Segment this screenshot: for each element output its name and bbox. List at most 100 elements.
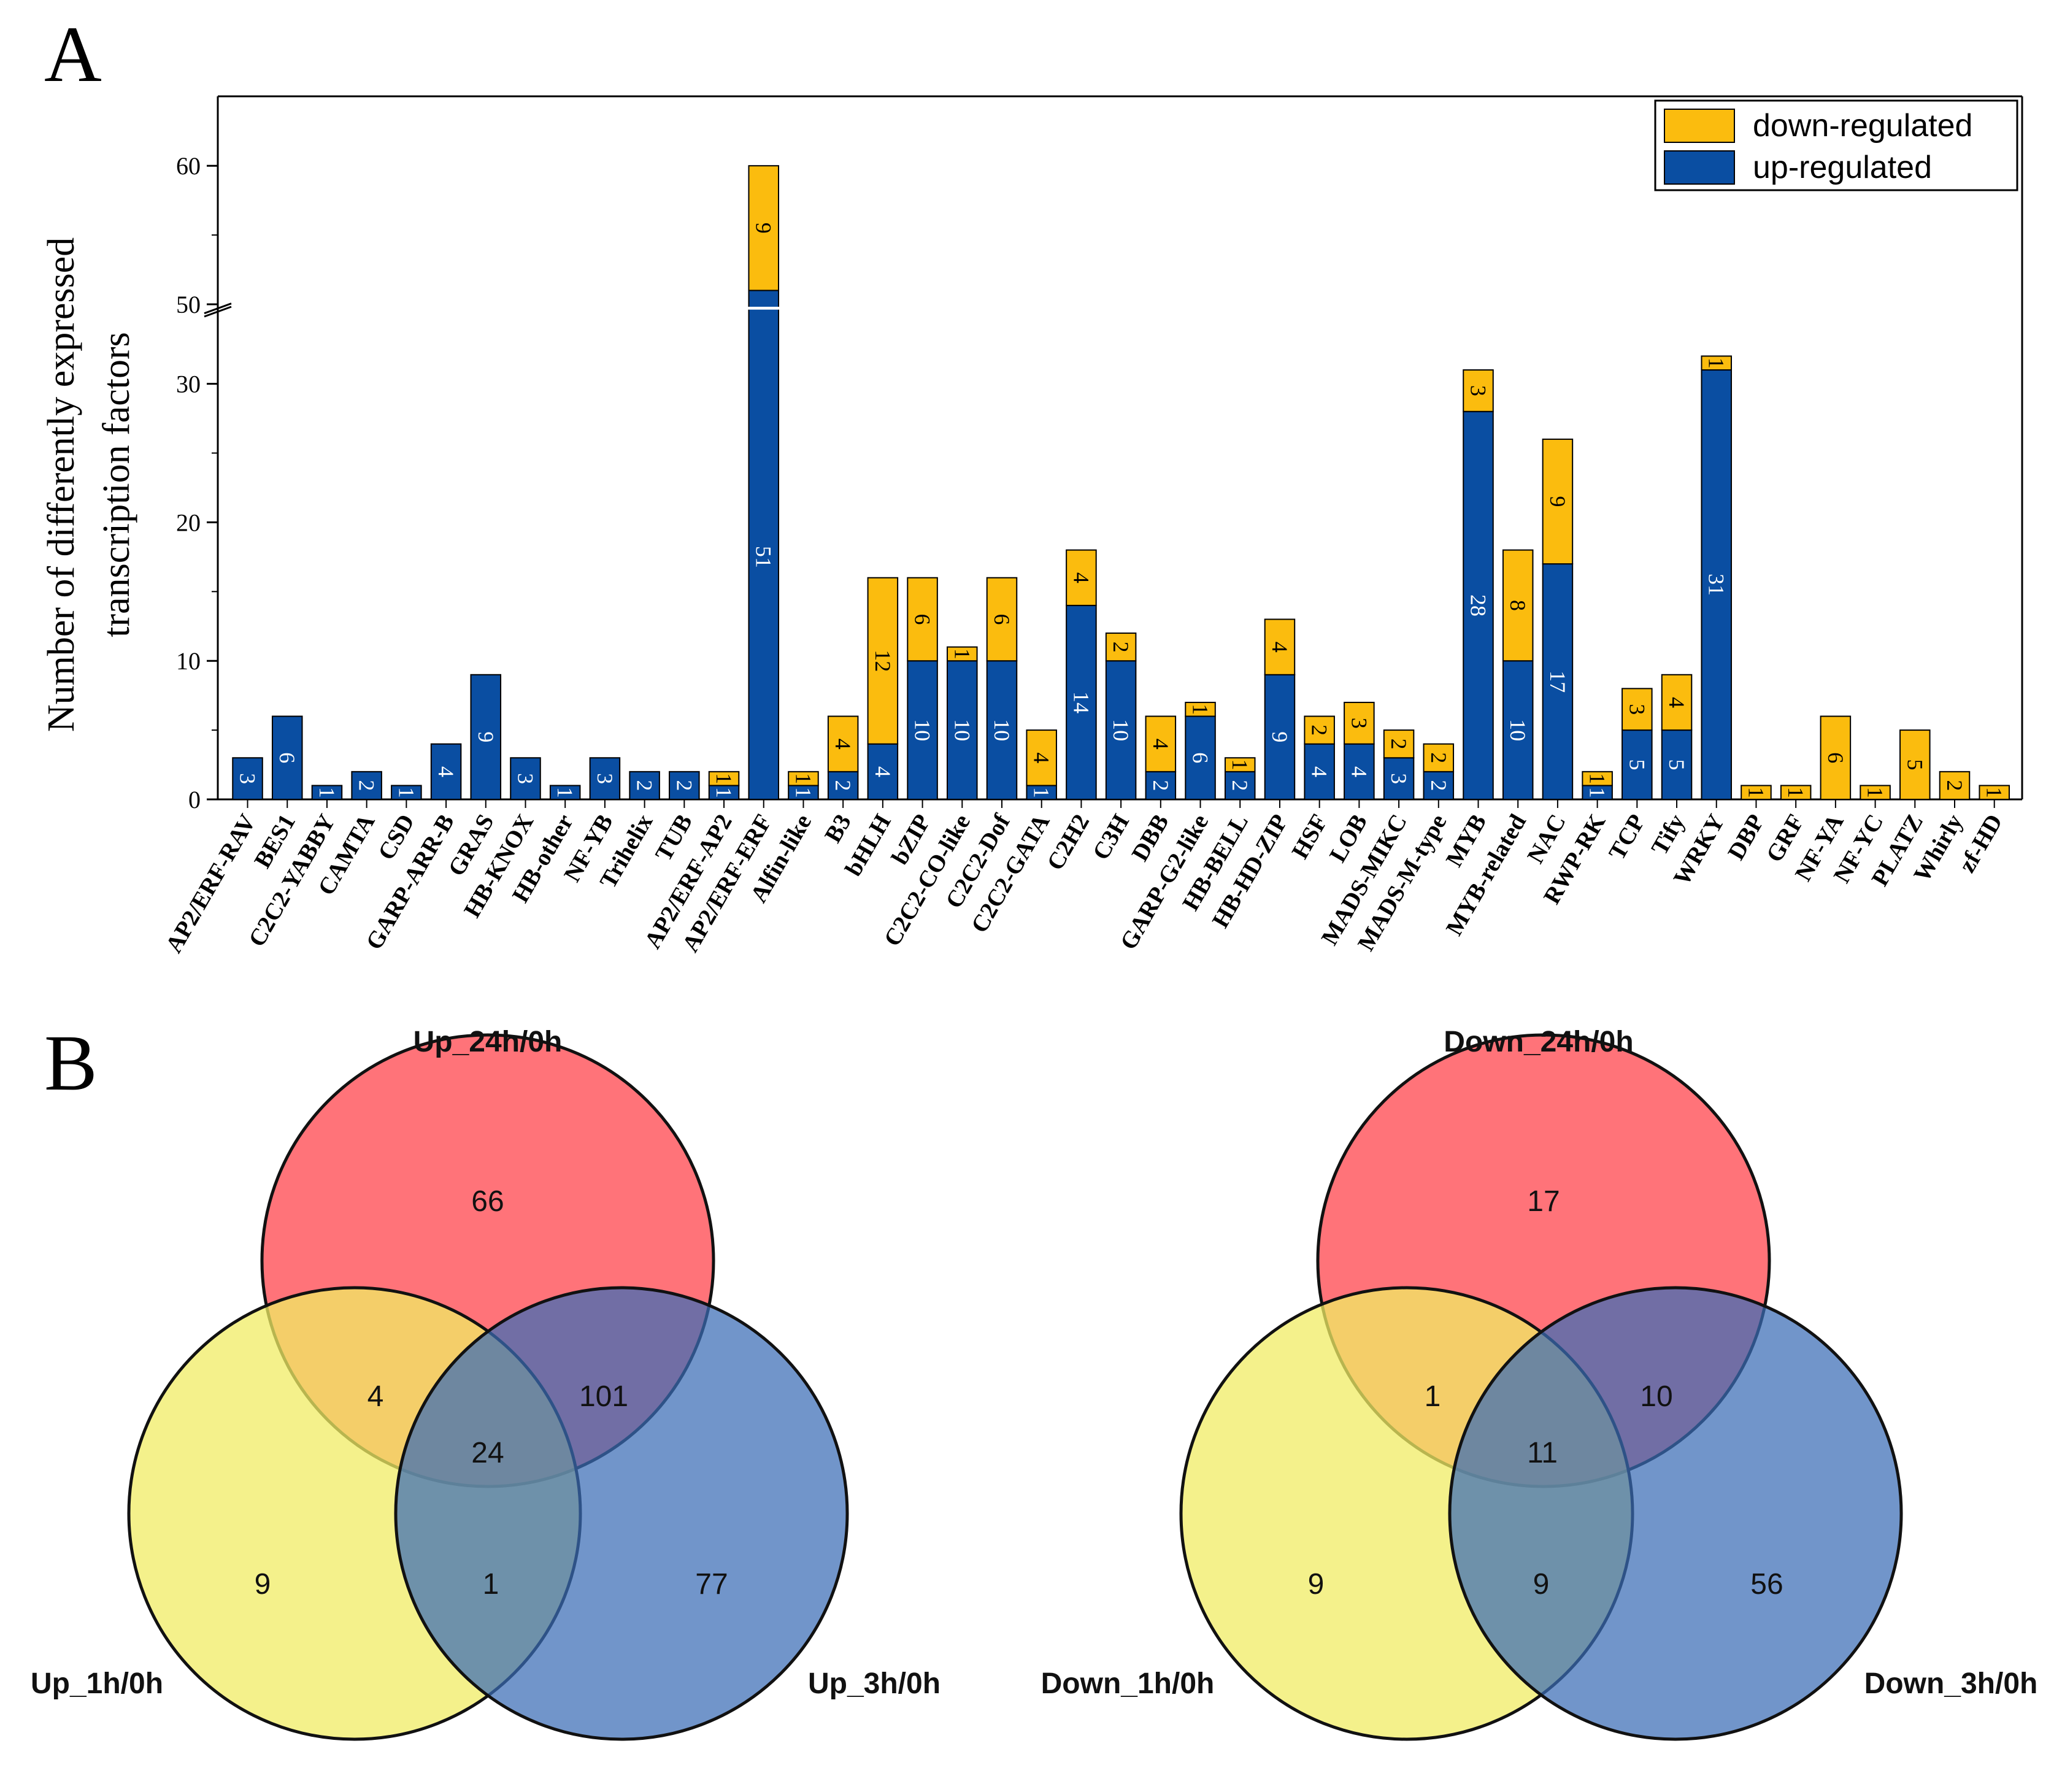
bar-up-label-b3: 2	[831, 780, 855, 791]
y-tick-label: 20	[176, 509, 201, 536]
bar-down-bhlh	[867, 577, 899, 745]
venn-down-24h-3h: 10	[1640, 1380, 1672, 1413]
bar-up-label-csd: 1	[394, 787, 418, 798]
x-tick-label-hsf: HSF	[1287, 810, 1333, 863]
bar-down-label-c2c2-co-like: 1	[950, 648, 974, 660]
bar-down-ap2-erf-ap2	[708, 771, 740, 786]
bar-down-label-grf: 1	[1783, 787, 1808, 798]
bar-down-label-platz: 5	[1902, 759, 1927, 771]
bar-down-label-tify: 4	[1664, 697, 1689, 708]
bar-up-label-ap2-erf-ap2: 1	[712, 787, 736, 798]
bar-down-label-mads-m-type: 2	[1426, 752, 1451, 763]
bar-down-c2c2-dof	[986, 577, 1018, 662]
venn-up-all: 24	[471, 1437, 504, 1469]
bar-up-trihelix	[629, 771, 660, 800]
bar-up-label-trihelix: 2	[633, 780, 657, 791]
venn-down-set-1h: Down_1h/0h	[1041, 1667, 1215, 1700]
bar-up-label-mads-m-type: 2	[1426, 780, 1451, 791]
bar-up-label-c2h2: 14	[1069, 691, 1093, 713]
bar-up-label-mads-mikc: 3	[1387, 773, 1411, 784]
bar-up-bhlh	[867, 743, 899, 801]
bar-up-label-rwp-rk: 1	[1585, 787, 1610, 798]
bar-down-dbb	[1145, 715, 1177, 772]
bar-down-nf-ya	[1820, 715, 1852, 801]
venn-circle-up-3h	[394, 1286, 849, 1741]
bar-down-label-c2h2: 4	[1069, 572, 1093, 583]
venn-up-1h-3h: 1	[483, 1568, 499, 1601]
bar-up-ap2-erf-erf	[748, 290, 780, 801]
bar-up-label-tub: 2	[672, 780, 696, 791]
bar-up-c2c2-co-like	[947, 660, 978, 800]
bar-down-label-bhlh: 12	[871, 650, 895, 672]
y-axis-label: Number of differently expressed transcri…	[40, 237, 137, 732]
bar-down-c2h2	[1066, 549, 1097, 606]
venn-up-set-24h: Up_24h/0h	[414, 1026, 563, 1058]
bar-up-tify	[1661, 729, 1693, 800]
bar-up-label-hb-bell: 2	[1228, 780, 1252, 791]
bar-up-label-garp-arr-b: 4	[434, 766, 458, 777]
x-tick-label-c3h: C3H	[1088, 810, 1134, 864]
legend-swatch-down	[1664, 109, 1735, 143]
legend: down-regulated up-regulated	[1654, 99, 2018, 191]
bar-down-b3	[827, 715, 859, 772]
venn-down-only-1h: 9	[1308, 1568, 1325, 1601]
bar-up-garp-arr-b	[430, 743, 462, 801]
bar-chart: Number of differently expressed transcri…	[40, 95, 2023, 957]
bar-up-label-wrky: 31	[1704, 574, 1729, 596]
bar-down-label-tcp: 3	[1625, 704, 1649, 715]
bar-down-label-nf-yc: 1	[1863, 787, 1888, 798]
bar-down-label-c2c2-dof: 6	[990, 613, 1014, 625]
bar-up-label-lob: 4	[1347, 766, 1371, 777]
bar-down-bzip	[907, 577, 938, 662]
panel-label-a: A	[44, 10, 102, 99]
y-tick-label: 30	[176, 371, 201, 398]
bar-down-label-myb: 3	[1466, 385, 1490, 396]
bar-up-label-ap2-erf-rav: 3	[236, 773, 260, 784]
bar-down-label-dbp: 1	[1744, 787, 1768, 798]
bar-up-label-bes1: 6	[275, 752, 299, 763]
bar-down-mads-mikc	[1383, 729, 1415, 759]
axes: 0 10 20 30 50 60	[176, 95, 2023, 813]
bar-down-label-mads-mikc: 2	[1387, 739, 1411, 750]
bar-down-c2c2-co-like	[947, 646, 978, 662]
bar-up-label-hb-other: 1	[553, 787, 577, 798]
bar-up-bes1	[271, 715, 303, 801]
legend-label-down: down-regulated	[1753, 108, 1972, 144]
venn-up-24h-1h: 4	[367, 1380, 384, 1413]
venn-up-only-24h: 66	[471, 1185, 504, 1218]
venn-up-set-1h: Up_1h/0h	[31, 1667, 163, 1700]
bar-up-label-tify: 5	[1664, 759, 1689, 771]
bar-down-c3h	[1105, 633, 1137, 662]
bar-up-label-ap2-erf-erf: 51	[752, 546, 776, 568]
venn-down: Down_24h/0h Down_1h/0h Down_3h/0h 17 1 1…	[1041, 1026, 2038, 1741]
venn-down-set-3h: Down_3h/0h	[1864, 1667, 2038, 1700]
bar-down-label-hsf: 2	[1307, 725, 1332, 736]
bar-down-label-dbb: 4	[1148, 739, 1173, 750]
bar-down-wrky	[1701, 355, 1733, 371]
bar-down-label-garp-g2-like: 1	[1188, 704, 1213, 715]
venn-down-only-3h: 56	[1750, 1568, 1783, 1601]
y-axis-label-line1: Number of differently expressed	[40, 237, 82, 732]
bar-down-label-c3h: 2	[1109, 642, 1133, 653]
bar-up-label-c2c2-yabby: 1	[315, 787, 339, 798]
bar-up-wrky	[1701, 369, 1733, 800]
bar-up-label-myb-related: 10	[1506, 719, 1530, 741]
bar-up-camta	[351, 771, 382, 800]
bar-up-myb	[1463, 410, 1494, 800]
venn-down-all: 11	[1527, 1437, 1558, 1469]
bar-down-label-alfin-like: 1	[791, 773, 815, 784]
y-tick-label: 10	[176, 647, 201, 675]
x-tick-label-c2h2: C2H2	[1042, 810, 1094, 875]
bar-down-c2c2-gata	[1026, 729, 1057, 786]
bar-up-label-tcp: 5	[1625, 759, 1649, 771]
y-axis-label-line2: transcription factors	[96, 332, 137, 637]
legend-label-up: up-regulated	[1753, 150, 1932, 185]
bar-up-nac	[1542, 563, 1574, 800]
bar-up-label-nac: 17	[1545, 671, 1570, 693]
bar-down-label-bzip: 6	[910, 613, 935, 625]
bar-down-tify	[1661, 674, 1693, 731]
bar-up-label-bzip: 10	[910, 719, 935, 741]
bar-up-label-garp-g2-like: 6	[1188, 752, 1213, 763]
venn-up: Up_24h/0h Up_1h/0h Up_3h/0h 66 4 101 24 …	[31, 1026, 941, 1741]
bar-down-label-zf-hd: 1	[1982, 787, 2007, 798]
